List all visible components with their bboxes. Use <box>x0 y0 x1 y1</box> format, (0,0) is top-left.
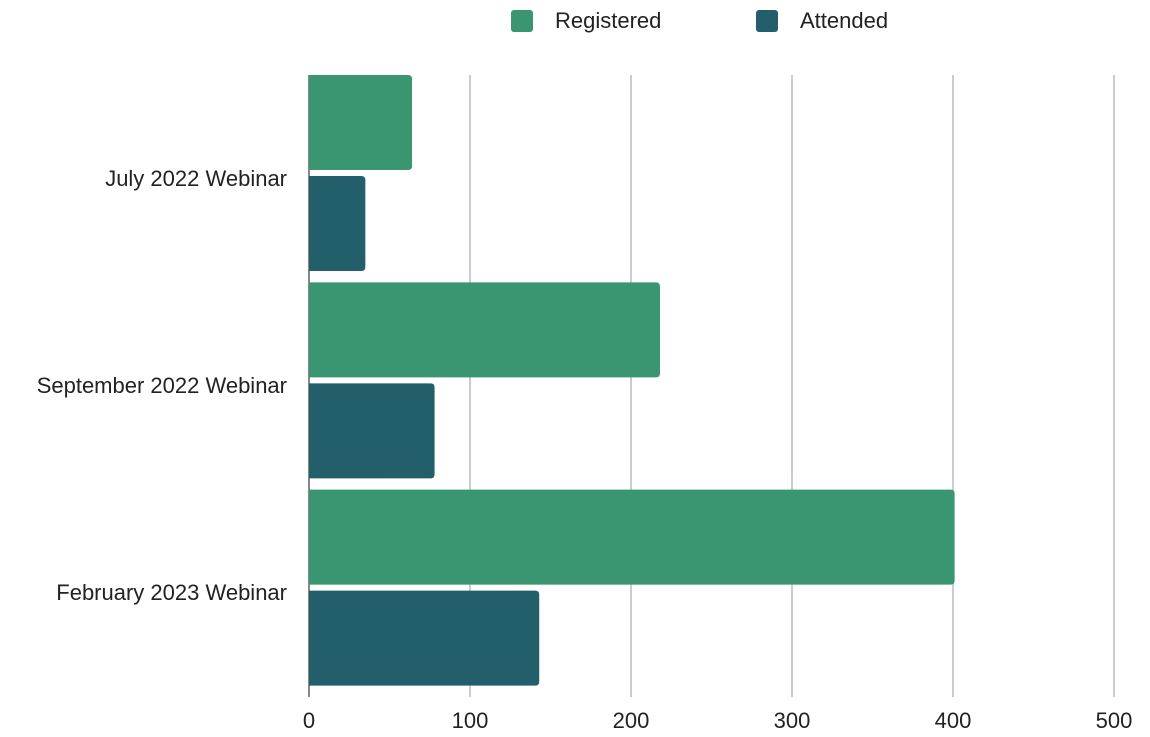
x-tick-label: 200 <box>612 708 650 733</box>
x-tick-label: 500 <box>1095 708 1133 733</box>
legend-item-registered[interactable]: Registered <box>511 8 661 34</box>
x-tick-label: 100 <box>451 708 489 733</box>
bar-registered-1[interactable] <box>309 282 660 378</box>
x-tick-label: 300 <box>773 708 811 733</box>
category-label: February 2023 Webinar <box>56 580 287 606</box>
x-tick-label: 400 <box>934 708 972 733</box>
bar-attended-0[interactable] <box>309 176 366 271</box>
category-label: September 2022 Webinar <box>36 373 287 398</box>
bar-registered-2[interactable] <box>309 489 955 585</box>
legend-swatch-attended <box>756 10 778 32</box>
legend-label-registered: Registered <box>555 8 662 33</box>
bar-registered-0[interactable] <box>309 75 413 170</box>
bar-attended-1[interactable] <box>309 383 435 479</box>
legend-label-attended: Attended <box>800 8 889 33</box>
x-tick-label: 0 <box>302 708 316 733</box>
bar-attended-2[interactable] <box>309 590 540 686</box>
category-label: July 2022 Webinar <box>105 165 287 191</box>
legend-swatch-registered <box>511 10 533 32</box>
legend-item-attended[interactable]: Attended <box>756 8 888 34</box>
legend: Registered Attended <box>0 8 1150 36</box>
